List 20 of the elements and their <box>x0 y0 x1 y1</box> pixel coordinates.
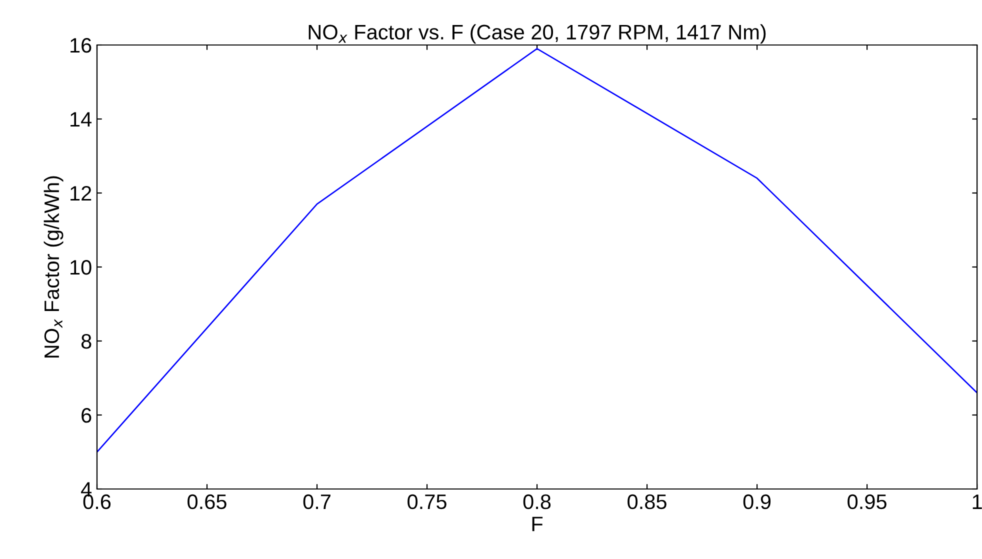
y-tick-label: 4 <box>81 482 92 497</box>
x-tick-label: 0.75 <box>408 494 446 510</box>
y-tick-label: 14 <box>70 112 92 127</box>
x-tick-label: 0.8 <box>523 494 551 510</box>
y-tick-label: 12 <box>70 186 92 201</box>
x-tick-label: 0.7 <box>303 494 330 510</box>
y-tick-label: 6 <box>82 408 92 423</box>
x-tick-label: 0.65 <box>188 494 226 510</box>
line-series <box>97 48 978 453</box>
y-tick-label: 10 <box>70 260 92 275</box>
chart-title: NO$_{x}$ Factor vs. F (Case 20, 1797 RPM, 1417 Nm) <box>308 24 766 44</box>
y-axis-title: NO$_{x}$ Factor (g/kWh) <box>44 176 64 358</box>
y-tick-label: 16 <box>70 38 92 53</box>
x-tick-label: 0.95 <box>848 494 886 510</box>
x-tick-label: 0.85 <box>628 494 666 510</box>
x-tick-label: 0.9 <box>743 494 771 510</box>
x-tick-label: 0.6 <box>83 494 111 510</box>
x-tick-label: 1 <box>972 494 982 509</box>
y-tick-label: 8 <box>81 334 92 349</box>
x-axis-title: F <box>532 516 543 532</box>
